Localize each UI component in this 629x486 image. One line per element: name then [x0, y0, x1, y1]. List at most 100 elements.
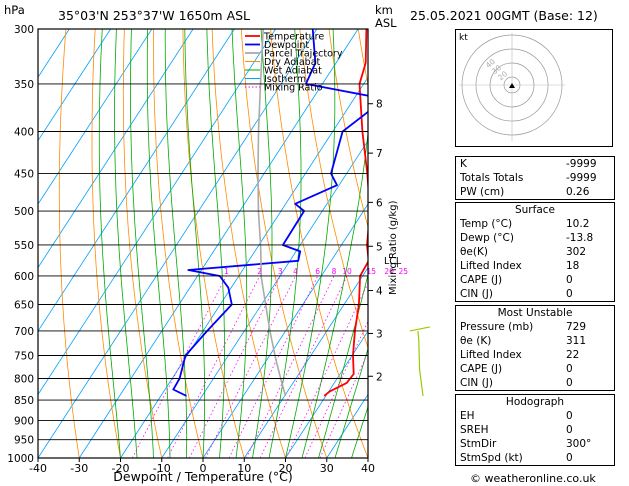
- surface-label: Dewp (°C): [460, 232, 514, 244]
- hodograph-value: 300°: [566, 438, 592, 450]
- mixing-ratio-label: 1: [224, 267, 229, 276]
- most-unstable-row: CIN (J) 0: [456, 376, 590, 390]
- index-label: K: [460, 158, 467, 170]
- mixing-ratio-label: 20: [384, 267, 394, 276]
- mixing-ratio-line: [228, 275, 319, 458]
- dry-adiabat-line: [91, 29, 121, 458]
- dry-adiabat-line: [122, 29, 163, 458]
- mixing-ratio-label: 25: [399, 267, 409, 276]
- most-unstable-title: Most Unstable: [497, 307, 573, 319]
- most-unstable-value: 311: [566, 335, 587, 347]
- most-unstable-row: Pressure (mb) 729: [456, 320, 590, 334]
- index-row: K -9999: [456, 157, 601, 171]
- x-tick-label: 20: [279, 462, 293, 475]
- most-unstable-label: CIN (J): [460, 377, 493, 389]
- location-title: 35°03'N 253°37'W 1650m ASL: [58, 8, 251, 23]
- lcl-label: LCL: [384, 256, 402, 267]
- mixing-ratio-label: 4: [293, 267, 298, 276]
- mixing-ratio-axis-label: Mixing Ratio (g/kg): [388, 200, 399, 295]
- hodograph-value: 0: [566, 452, 573, 464]
- hodograph-row: SREH 0: [456, 423, 595, 437]
- dry-adiabat-line: [328, 29, 368, 229]
- datetime-title: 25.05.2021 00GMT (Base: 12): [410, 8, 598, 23]
- pressure-tick-label: 500: [14, 206, 34, 218]
- skew-t-diagram: 1 2 3 4 6 8 10 15 20 2530035040045050055060065070…: [7, 24, 453, 484]
- most-unstable-label: Pressure (mb): [460, 321, 534, 333]
- most-unstable-value: 0: [566, 377, 573, 389]
- hodograph-label: EH: [460, 410, 475, 422]
- wet-adiabat-line: [114, 29, 138, 458]
- hodograph-unit-label: kt: [459, 33, 468, 43]
- pressure-tick-label: 750: [14, 350, 34, 362]
- pressure-tick-label: 350: [14, 79, 34, 91]
- legend-label: Parcel Trajectory: [264, 49, 343, 60]
- surface-value: 18: [566, 260, 580, 272]
- mixing-ratio-label: 3: [278, 267, 283, 276]
- x-axis-label: Dewpoint / Temperature (°C): [113, 469, 292, 484]
- isotherm-line: [161, 139, 368, 458]
- pressure-tick-label: 900: [14, 415, 34, 427]
- km-tick-label: 4: [376, 286, 383, 298]
- hodograph-row: StmDir 300°: [456, 437, 595, 451]
- legend-label: Isotherm: [264, 74, 306, 85]
- mixing-ratio-line: [167, 275, 260, 458]
- pressure-tick-label: 950: [14, 435, 34, 447]
- isotherm-line: [38, 29, 153, 205]
- legend-label: Dewpoint: [264, 40, 309, 51]
- pressure-tick-label: 300: [14, 24, 34, 36]
- most-unstable-row: CAPE (J) 0: [456, 362, 590, 376]
- surface-row: Dewp (°C) -13.8: [456, 231, 597, 245]
- hodograph-value: 0: [566, 410, 573, 422]
- surface-table: Temp (°C) 10.2 Dewp (°C) -13.8 θe(K) 302 Lifte…: [456, 217, 597, 301]
- wind-trace: [417, 330, 424, 396]
- mixing-ratio-label: 15: [367, 267, 377, 276]
- surface-label: CAPE (J): [460, 274, 503, 286]
- index-value: 0.26: [566, 186, 590, 198]
- copyright-footer: © weatheronline.co.uk: [470, 472, 596, 485]
- hodograph-label: StmDir: [460, 438, 497, 450]
- surface-label: Temp (°C): [460, 218, 513, 230]
- x-tick-label: 40: [361, 462, 375, 475]
- hodograph-storm-marker: [509, 83, 515, 88]
- index-row: PW (cm) 0.26: [456, 185, 601, 199]
- surface-row: θe(K) 302: [456, 245, 597, 259]
- most-unstable-label: CAPE (J): [460, 363, 503, 375]
- x-tick-label: -10: [153, 462, 171, 475]
- surface-title: Surface: [514, 204, 555, 216]
- dry-adiabat-line: [357, 29, 368, 88]
- index-label: PW (cm): [460, 186, 505, 198]
- mixing-ratio-line: [259, 275, 348, 458]
- x-tick-label: 10: [237, 462, 251, 475]
- surface-row: Lifted Index 18: [456, 259, 597, 273]
- mixing-ratio-label: 8: [332, 267, 337, 276]
- surface-label: Lifted Index: [460, 260, 522, 272]
- km-tick-label: 6: [376, 197, 383, 209]
- mixing-ratio-line: [205, 275, 296, 458]
- hodograph-label: StmSpd (kt): [460, 452, 523, 464]
- km-tick-label: 5: [376, 241, 383, 253]
- mixing-ratio-line: [189, 275, 281, 458]
- hodograph-value: 0: [566, 424, 573, 436]
- pressure-tick-label: 550: [14, 240, 34, 252]
- legend-label: Dry Adiabat: [264, 57, 321, 68]
- isotherm-line: [202, 203, 368, 458]
- wind-profile: [409, 326, 431, 396]
- hodograph-box: Hodograph EH 0 SREH 0 StmDir 300° StmSpd (kt) 0: [455, 394, 615, 466]
- x-tick-label: -20: [112, 462, 130, 475]
- most-unstable-row: θe (K) 311: [456, 334, 590, 348]
- mixing-ratio-label: 6: [315, 267, 320, 276]
- km-tick-label: 8: [376, 99, 383, 111]
- background-lines: [38, 29, 453, 458]
- axes: 1 2 3 4 6 8 10 15 20 2530035040045050055060065070…: [7, 24, 431, 484]
- hodograph-title: Hodograph: [505, 396, 565, 408]
- surface-row: CIN (J) 0: [456, 287, 597, 301]
- km-unit-label: km: [375, 3, 393, 17]
- most-unstable-value: 22: [566, 349, 580, 361]
- surface-row: Temp (°C) 10.2: [456, 217, 597, 231]
- pressure-tick-label: 650: [14, 300, 34, 312]
- most-unstable-row: Lifted Index 22: [456, 348, 590, 362]
- surface-value: 302: [566, 246, 587, 258]
- dry-adiabat-line: [446, 29, 453, 458]
